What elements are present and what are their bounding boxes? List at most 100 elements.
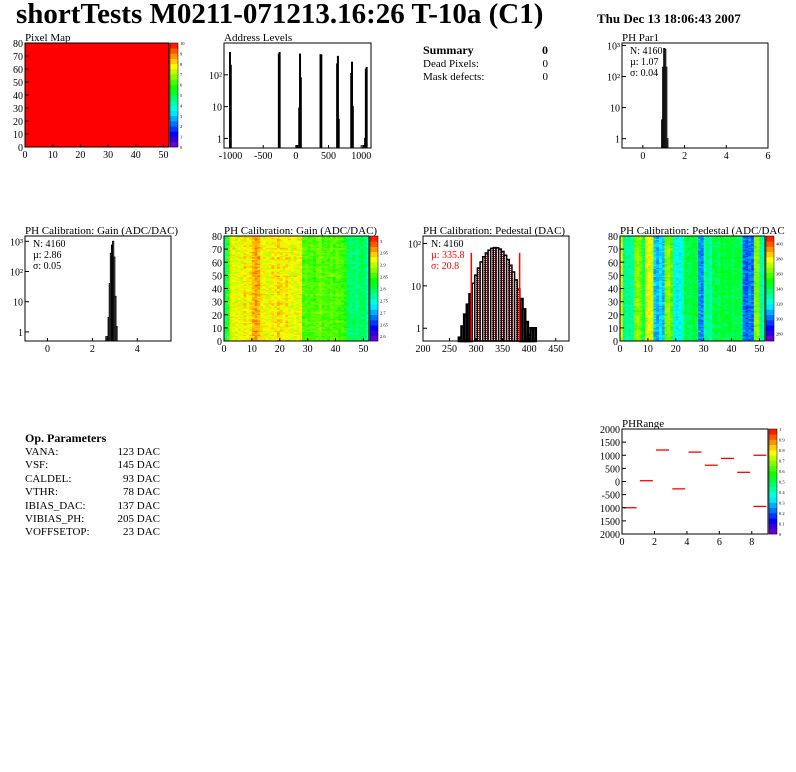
heatmap-cell [318,249,322,251]
heatmap-cell [276,321,281,323]
heatmap-cell [254,308,258,310]
heatmap-cell [335,274,339,276]
heatmap-cell [355,296,359,298]
heatmap-cell [341,335,345,338]
heatmap-cell [625,329,629,331]
heatmap-cell [254,338,258,340]
heatmap-cell [274,266,278,268]
heatmap-cell [620,266,624,268]
heatmap-cell [293,320,297,322]
heatmap-cell [628,280,632,283]
heatmap-cell [260,297,264,300]
heatmap-cell [307,296,311,298]
heatmap-cell [265,310,269,313]
heatmap-cell [355,301,359,304]
heatmap-cell [338,272,342,275]
heatmap-cell [321,276,325,279]
heatmap-cell [310,329,314,331]
heatmap-cell [246,314,250,317]
colorbar-label: 2.7 [380,310,386,315]
heatmap-cell [324,318,328,321]
heatmap-cell [338,255,342,258]
heatmap-cell [343,297,347,300]
heatmap-cell [357,318,361,321]
heatmap-cell [360,322,364,325]
heatmap-cell [274,318,278,321]
heatmap-cell [232,249,236,251]
heatmap-cell [307,297,311,300]
heatmap-cell [329,304,334,306]
heatmap-cell [260,272,264,275]
heatmap-cell [265,278,269,280]
heatmap-cell [355,314,359,317]
heatmap-cell [254,305,258,308]
heatmap-cell [357,323,361,326]
x-tick-label: 10 [48,150,58,161]
heatmap-cell [349,268,353,271]
heatmap-cell [249,255,253,258]
heatmap-cell [243,325,247,327]
heatmap-cell [304,270,308,272]
heatmap-cell [625,251,629,254]
heatmap-cell [321,295,325,297]
heatmap-cell [316,306,320,309]
heatmap-cell [276,295,281,297]
heatmap-cell [625,321,629,323]
heatmap-cell [254,247,258,250]
heatmap-cell [355,236,359,238]
heatmap-cell [282,331,286,334]
heatmap-cell [307,249,311,251]
heatmap-cell [260,338,264,340]
heatmap-cell [257,335,261,338]
heatmap-cell [316,325,320,327]
heatmap-cell [302,239,306,242]
heatmap-cell [310,246,314,249]
heatmap-cell [285,299,289,301]
heatmap-cell [304,304,308,306]
heatmap-cell [366,338,370,340]
heatmap-cell [260,270,264,272]
heatmap-cell [276,313,281,316]
heatmap-cell [355,289,359,292]
heatmap-cell [246,316,250,318]
heatmap-cell [321,334,325,337]
heatmap-cell [363,297,367,300]
heatmap-cell [229,314,233,317]
heatmap-cell [366,280,370,283]
heatmap-cell [276,291,281,293]
heatmap-cell [622,330,626,333]
heatmap-cell [290,329,295,331]
heatmap-cell [349,302,353,305]
heatmap-cell [257,275,261,277]
heatmap-cell [268,317,272,319]
heatmap-cell [279,264,283,267]
heatmap-cell [352,270,356,272]
heatmap-cell [302,333,306,335]
heatmap-cell [355,297,359,300]
heatmap-cell [363,268,367,271]
heatmap-cell [338,274,342,276]
heatmap-cell [343,250,347,253]
heatmap-cell [625,263,629,266]
heatmap-cell [349,322,353,325]
heatmap-cell [304,239,308,242]
heatmap-cell [279,279,283,281]
heatmap-cell [274,299,278,301]
heatmap-cell [276,281,281,284]
heatmap-cell [307,334,311,337]
heatmap-cell [251,262,255,264]
heatmap-cell [240,266,244,268]
heatmap-cell [631,338,635,340]
heatmap-cell [318,318,322,321]
heatmap-cell [355,284,359,287]
heatmap-cell [299,257,303,259]
heatmap-cell [338,329,342,331]
heatmap-cell [235,313,239,316]
heatmap-cell [279,334,283,337]
heatmap-cell [341,270,345,272]
heatmap-cell [631,322,635,325]
heatmap-cell [631,312,635,314]
heatmap-cell [224,295,228,297]
heatmap-cell [625,308,629,310]
heatmap-cell [229,287,233,289]
